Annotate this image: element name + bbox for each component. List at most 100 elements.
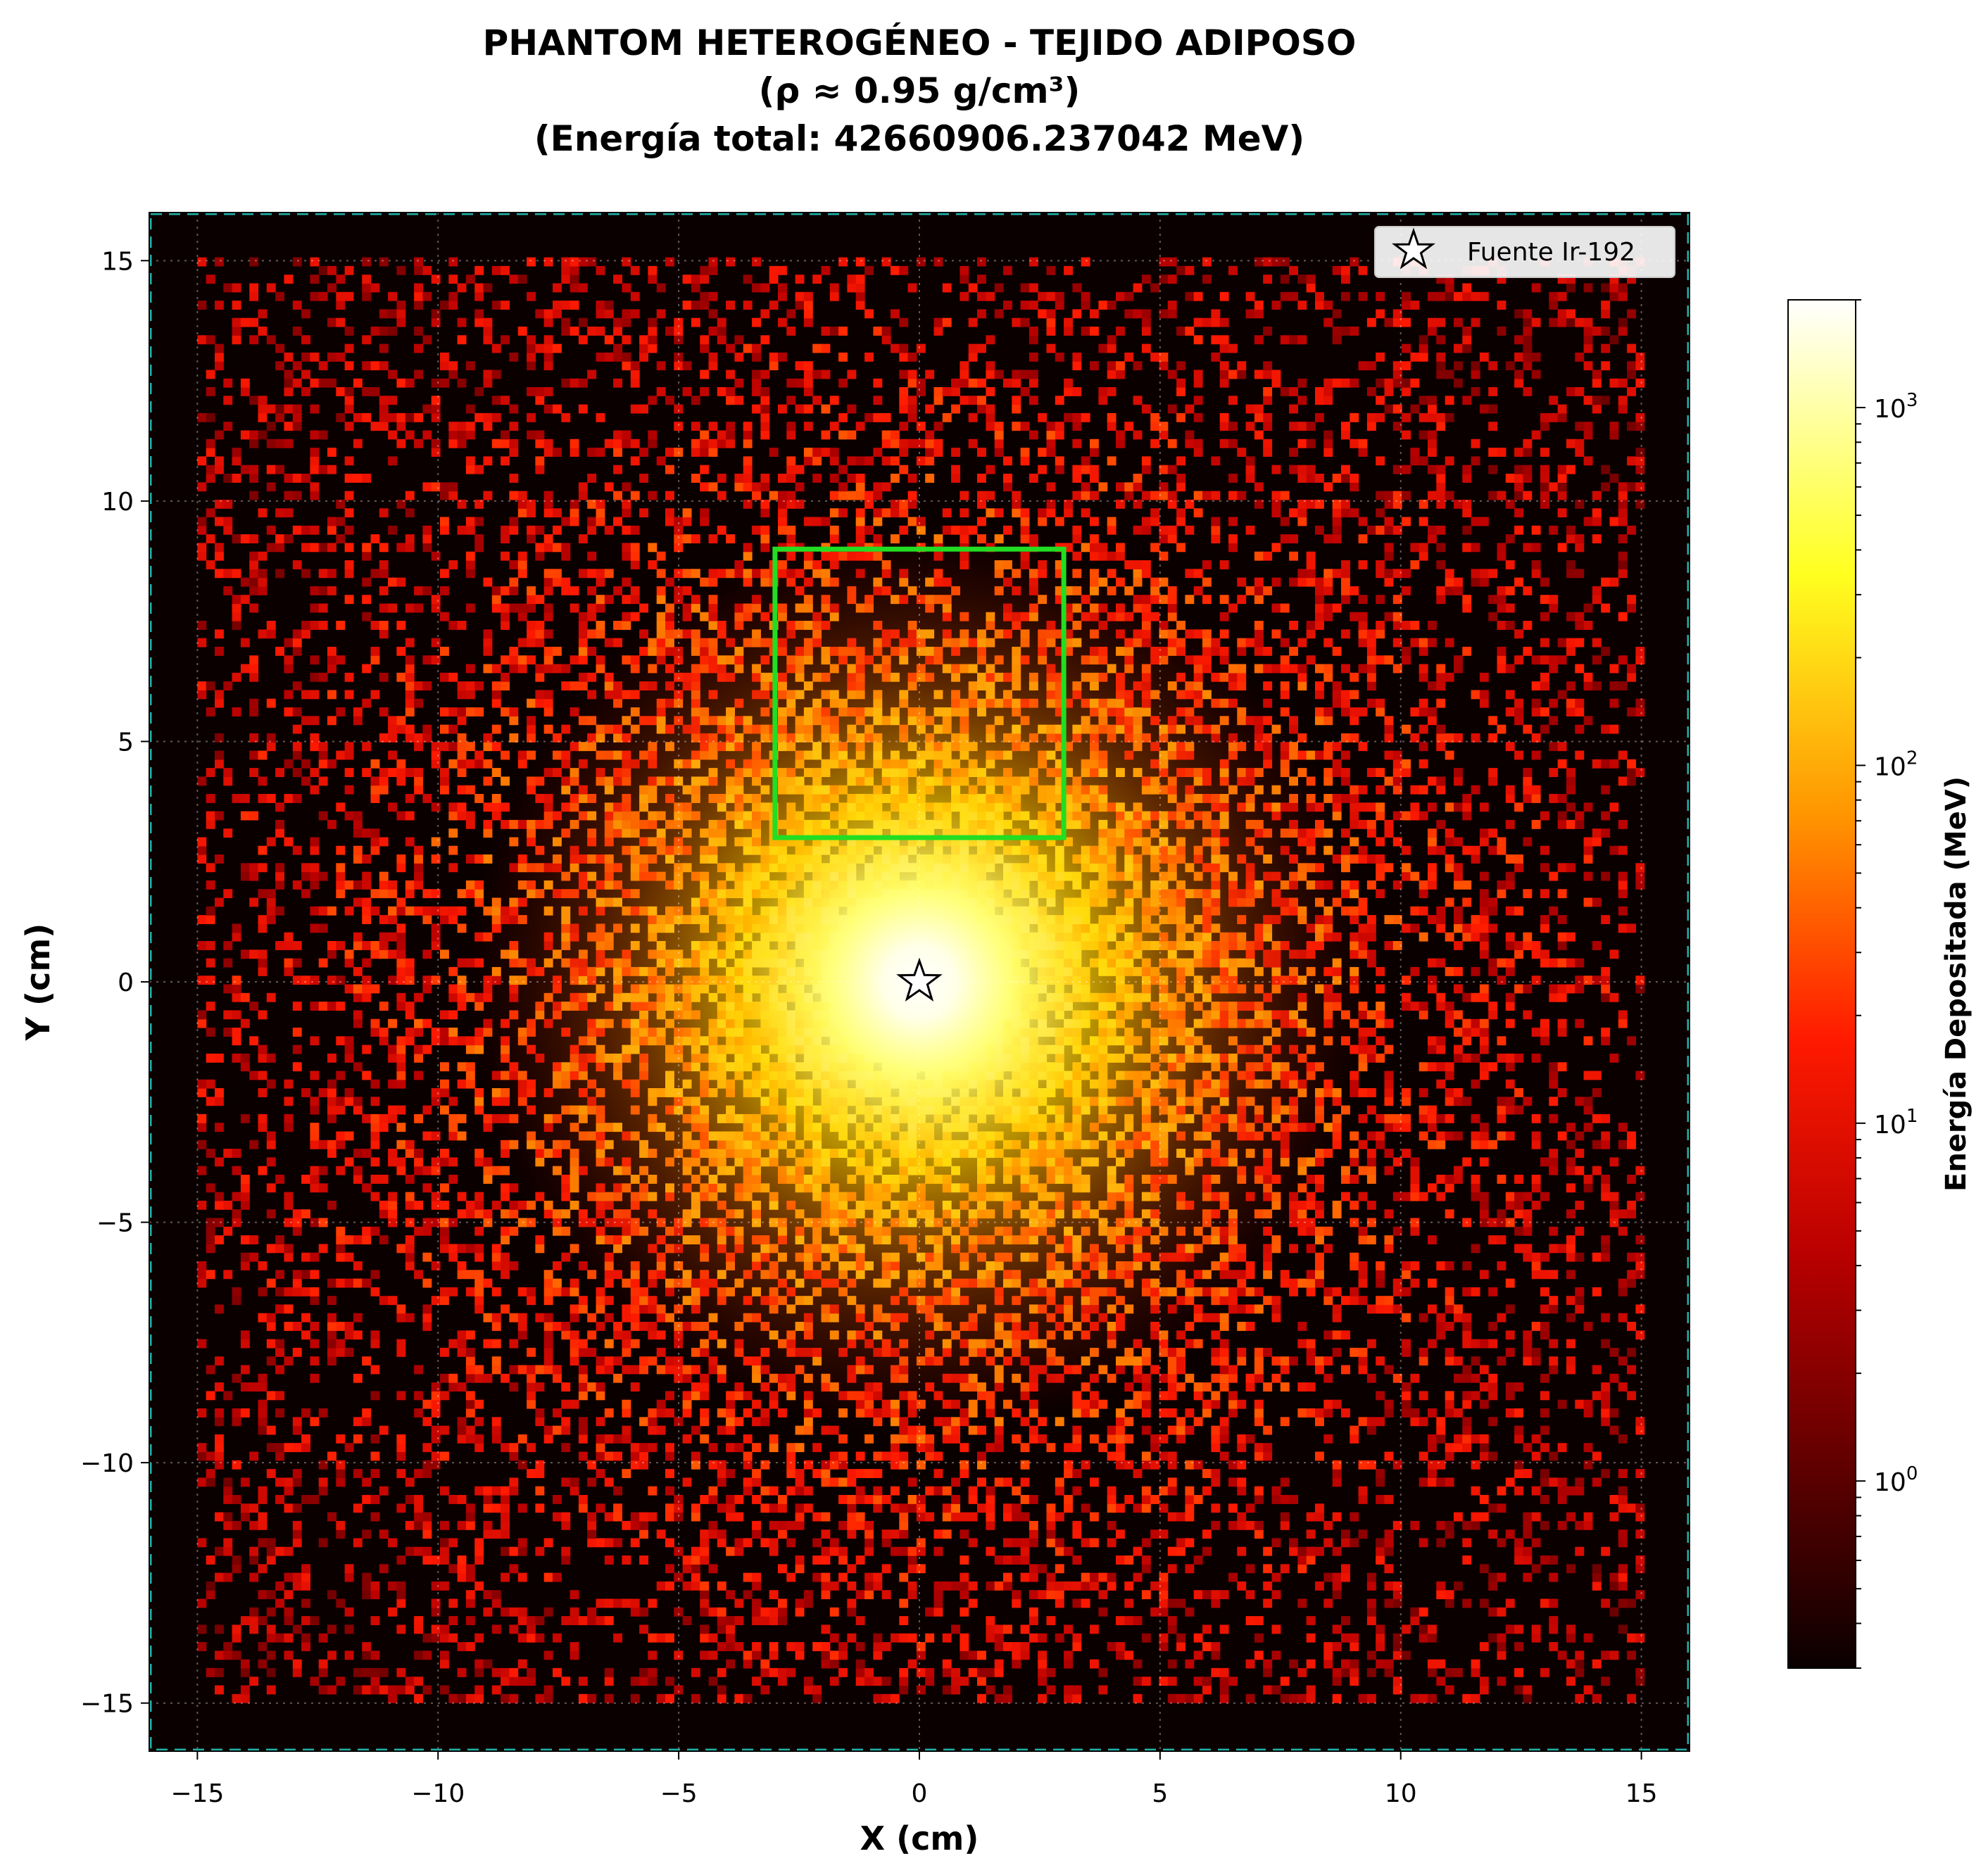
heat-cell <box>596 517 605 526</box>
heat-cell <box>240 794 250 803</box>
heat-cell <box>292 794 302 803</box>
heat-cell <box>396 1339 406 1349</box>
heat-cell <box>743 465 753 474</box>
heat-cell <box>622 621 631 630</box>
heat-cell <box>405 889 415 899</box>
heat-cell <box>388 1693 398 1703</box>
heat-cell <box>760 422 770 431</box>
heat-cell <box>726 1546 736 1556</box>
heat-cell <box>327 655 336 665</box>
heat-cell <box>362 1113 372 1123</box>
heat-cell <box>388 412 398 422</box>
heat-cell <box>414 1677 424 1686</box>
heat-cell <box>258 958 268 968</box>
heat-cell <box>587 370 597 379</box>
heat-cell <box>327 690 336 700</box>
heat-cell <box>370 621 380 630</box>
heat-cell <box>717 1693 726 1703</box>
heat-cell <box>743 1538 753 1548</box>
heat-cell <box>786 1572 796 1582</box>
heat-cell <box>292 1347 302 1357</box>
heat-cell <box>803 448 813 457</box>
heat-cell <box>353 707 363 717</box>
heat-cell <box>310 274 320 284</box>
heat-cell <box>752 1607 762 1617</box>
heat-cell <box>613 378 623 388</box>
heat-cell <box>769 491 779 500</box>
heat-cell <box>292 750 302 760</box>
heat-cell <box>258 1590 268 1600</box>
heat-cell <box>197 412 207 422</box>
heat-cell <box>240 1053 250 1063</box>
heat-cell <box>501 1512 510 1522</box>
heat-cell <box>379 1296 389 1306</box>
heat-cell <box>648 265 658 275</box>
heat-cell <box>275 343 285 353</box>
heat-cell <box>379 1667 389 1677</box>
heat-cell <box>812 1685 822 1695</box>
heat-cell <box>509 491 519 500</box>
heat-cell <box>535 1382 545 1392</box>
heat-cell <box>197 837 207 847</box>
heat-cell <box>310 1036 320 1046</box>
heat-cell <box>379 1486 389 1496</box>
heat-cell <box>743 482 753 492</box>
heat-cell <box>310 1097 320 1106</box>
heat-cell <box>370 1192 380 1201</box>
heat-cell <box>292 707 302 717</box>
heat-cell <box>223 1512 233 1522</box>
heat-cell <box>258 1053 268 1063</box>
heat-cell <box>422 1555 432 1565</box>
heat-cell <box>553 309 562 319</box>
heat-cell <box>266 283 276 293</box>
heat-cell <box>240 1693 250 1703</box>
heat-cell <box>197 1140 207 1149</box>
heat-cell <box>543 448 553 457</box>
heat-cell <box>414 906 424 916</box>
heat-cell <box>829 525 839 535</box>
heat-cell <box>405 794 415 803</box>
heat-cell <box>275 291 285 301</box>
heat-cell <box>509 560 519 569</box>
heat-cell <box>717 1685 726 1695</box>
heat-cell <box>318 811 328 821</box>
heat-cell <box>881 1590 891 1600</box>
heat-cell <box>700 301 710 310</box>
heat-cell <box>639 335 649 345</box>
heat-cell <box>535 595 545 605</box>
heat-cell <box>327 1590 336 1600</box>
heat-cell <box>388 1113 398 1123</box>
heat-cell <box>422 291 432 301</box>
heat-cell <box>405 1495 415 1504</box>
heat-cell <box>240 387 250 396</box>
heat-cell <box>509 1677 519 1686</box>
heat-cell <box>336 291 346 301</box>
heat-cell <box>691 1667 700 1677</box>
heat-cell <box>370 1028 380 1037</box>
heat-cell <box>275 361 285 371</box>
heat-cell <box>457 422 467 431</box>
heat-cell <box>855 301 865 310</box>
heat-cell <box>379 837 389 847</box>
heat-cell <box>778 1529 787 1539</box>
heat-cell <box>275 1495 285 1504</box>
heat-cell <box>474 1157 484 1167</box>
heat-cell <box>527 525 536 535</box>
heat-cell <box>509 586 519 595</box>
heat-cell <box>301 525 311 535</box>
heat-cell <box>457 1564 467 1574</box>
heat-cell <box>396 932 406 942</box>
heat-cell <box>448 1244 458 1254</box>
heat-cell <box>448 491 458 500</box>
heat-cell <box>344 291 354 301</box>
heat-cell <box>405 1313 415 1323</box>
heat-cell <box>509 1486 519 1496</box>
heat-cell <box>700 265 710 275</box>
heat-cell <box>457 1192 467 1201</box>
heat-cell <box>405 1477 415 1487</box>
heat-cell <box>474 499 484 509</box>
heat-cell <box>284 1079 294 1089</box>
heat-cell <box>431 638 441 648</box>
heat-cell <box>726 396 736 405</box>
heat-cell <box>517 1365 527 1375</box>
